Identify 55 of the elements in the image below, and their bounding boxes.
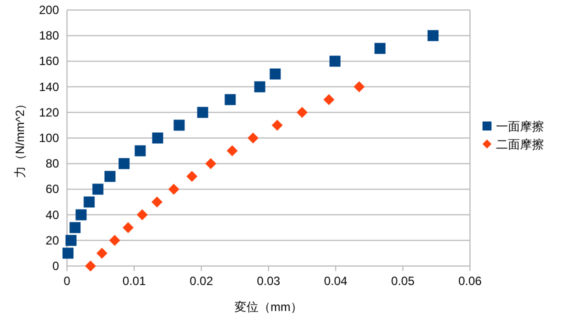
y-tick-label: 20 xyxy=(46,233,60,248)
point xyxy=(224,94,236,106)
y-tick-label: 160 xyxy=(38,54,60,68)
x-tick-label: 0.01 xyxy=(122,274,146,288)
point xyxy=(197,106,208,118)
point xyxy=(254,81,266,92)
point xyxy=(62,248,74,259)
point xyxy=(152,196,163,208)
y-tick-label: 60 xyxy=(46,182,60,196)
point xyxy=(174,120,185,131)
point xyxy=(186,170,198,182)
x-tick-label: 0.02 xyxy=(190,274,214,288)
point xyxy=(270,68,281,80)
point xyxy=(374,42,386,54)
point xyxy=(205,158,216,170)
point xyxy=(85,260,96,272)
y-tick-label: 200 xyxy=(38,3,60,17)
legend-label: 二面摩擦 xyxy=(496,138,544,152)
point xyxy=(354,81,365,92)
y-axis-title: 力（N/mm^2） xyxy=(13,98,27,178)
point xyxy=(70,222,81,234)
x-tick-label: 0.06 xyxy=(458,274,482,288)
y-tick-label: 100 xyxy=(38,131,60,145)
point xyxy=(134,145,146,156)
point xyxy=(248,132,259,144)
point xyxy=(76,209,87,220)
point xyxy=(92,184,104,195)
point xyxy=(109,234,120,246)
point xyxy=(168,184,180,195)
point xyxy=(272,120,283,131)
point xyxy=(104,170,116,182)
point xyxy=(428,30,439,42)
point xyxy=(66,234,77,246)
point xyxy=(329,56,340,67)
x-axis-title: 変位（mm） xyxy=(234,300,302,314)
point xyxy=(226,145,238,156)
y-tick-label: 180 xyxy=(38,28,60,43)
point xyxy=(118,158,130,170)
point xyxy=(296,106,308,118)
point xyxy=(136,209,148,220)
y-tick-label: 40 xyxy=(46,208,60,222)
y-tick-label: 0 xyxy=(52,259,60,273)
point xyxy=(323,94,334,106)
x-tick-label: 0 xyxy=(64,274,71,288)
y-tick-label: 80 xyxy=(46,156,60,171)
y-tick-label: 140 xyxy=(38,80,60,94)
point xyxy=(84,196,95,208)
point xyxy=(152,132,164,144)
point xyxy=(122,222,134,234)
point xyxy=(96,248,108,259)
x-tick-label: 0.03 xyxy=(256,274,280,288)
legend-label: 一面摩擦 xyxy=(496,120,544,134)
y-tick-label: 120 xyxy=(38,105,60,120)
x-tick-label: 0.04 xyxy=(324,274,348,288)
x-tick-label: 0.05 xyxy=(391,274,415,288)
